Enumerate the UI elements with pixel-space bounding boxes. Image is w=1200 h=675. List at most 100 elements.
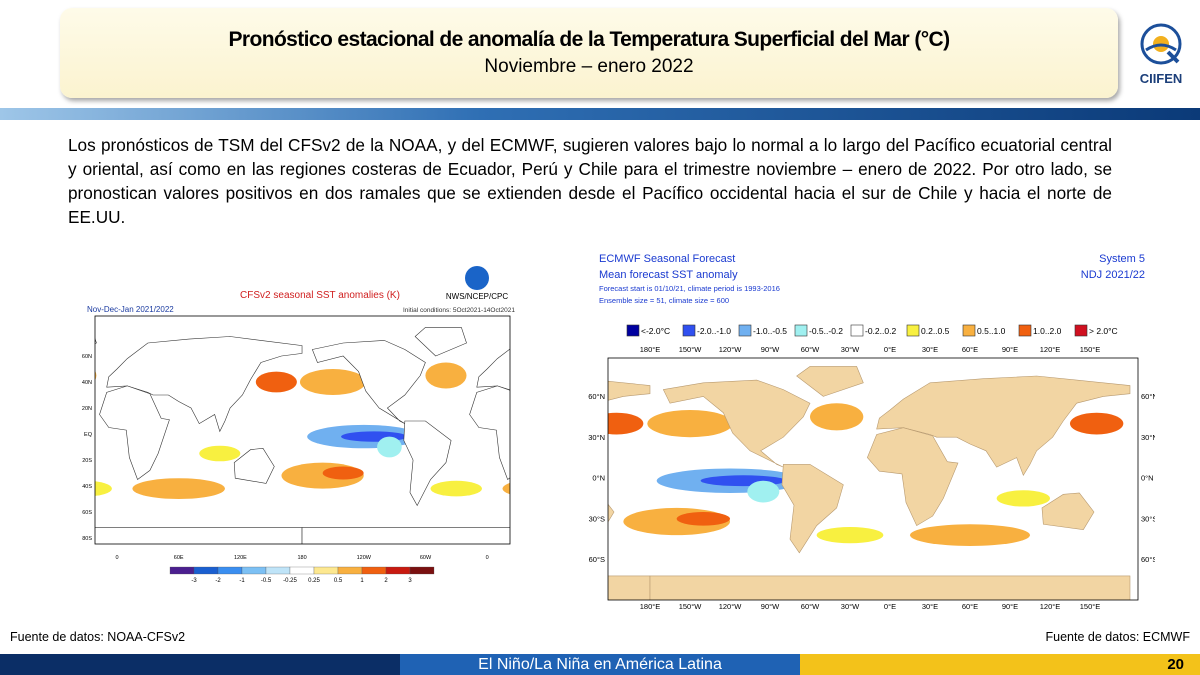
- legend-label: <-2.0°C: [641, 326, 670, 336]
- land: [95, 527, 303, 544]
- map-agency: NWS/NCEP/CPC: [446, 292, 508, 301]
- lon-label: 120°E: [1040, 345, 1061, 354]
- lon-label: 150°E: [1080, 345, 1101, 354]
- land: [301, 527, 510, 544]
- anomaly-area: [1069, 412, 1124, 435]
- ecmwf-map: ECMWF Seasonal Forecast Mean forecast SS…: [588, 253, 1155, 611]
- anomaly-area: [95, 481, 112, 496]
- lon-label: 60°E: [962, 345, 978, 354]
- lon-label: 180: [298, 555, 307, 561]
- legend-swatch: [794, 324, 808, 337]
- anomaly-area: [322, 466, 364, 480]
- subtitle: Noviembre – enero 2022: [484, 56, 694, 77]
- land: [662, 379, 811, 468]
- map-forecast-start: Forecast start is 01/10/21, climate peri…: [599, 284, 780, 293]
- legend-label: -0.5..-0.2: [809, 326, 843, 336]
- lat-label: 40S: [82, 484, 92, 490]
- land: [476, 348, 510, 391]
- lat-label: 60S: [82, 510, 92, 516]
- anomaly-area: [299, 369, 366, 395]
- land: [608, 503, 615, 523]
- lat-label: 40N: [82, 380, 92, 386]
- lon-label: 60W: [420, 555, 432, 561]
- lon-label: 180°E: [640, 602, 661, 611]
- legend-swatch: [850, 324, 864, 337]
- legend-label: > 2.0°C: [1089, 326, 1118, 336]
- lat-label: 0°N: [592, 474, 605, 483]
- lon-label: 0°E: [884, 602, 896, 611]
- lon-label: 30°E: [922, 345, 938, 354]
- lat-label: 20S: [82, 458, 92, 464]
- legend-swatch: [962, 324, 976, 337]
- lat-label: 80S: [82, 536, 92, 542]
- colorbar-label: 2: [384, 578, 388, 584]
- anomaly-area: [996, 490, 1050, 507]
- map-plot: [608, 366, 1131, 600]
- lon-label: 120°W: [719, 345, 743, 354]
- colorbar-swatch: [409, 566, 435, 575]
- anomaly-area: [377, 436, 402, 458]
- lon-label: 30°E: [922, 602, 938, 611]
- page-number: 20: [800, 654, 1200, 675]
- land: [608, 575, 651, 600]
- colorbar-label: -0.5: [261, 578, 272, 584]
- anomaly-area: [647, 410, 733, 438]
- map-frame: [94, 315, 511, 545]
- anomaly-area: [809, 403, 864, 431]
- legend-label: 0.5..1.0: [977, 326, 1006, 336]
- logo: CIIFEN: [1140, 23, 1182, 86]
- source-left: Fuente de datos: NOAA-CFSv2: [10, 630, 186, 644]
- anomaly-area: [608, 412, 644, 435]
- lon-label: 120E: [234, 555, 247, 561]
- map-ensemble: Ensemble size = 51, climate size = 600: [599, 296, 729, 305]
- land: [311, 340, 426, 424]
- lat-label: EQ: [84, 432, 93, 438]
- header-band: [0, 108, 1200, 120]
- lon-label: 30°W: [841, 345, 860, 354]
- land: [403, 420, 452, 507]
- colorbar-label: 0.25: [308, 578, 320, 584]
- colorbar-swatch: [289, 566, 315, 575]
- lon-label: 90°W: [761, 345, 780, 354]
- anomaly-area: [816, 526, 884, 544]
- lat-label: 20N: [82, 406, 92, 412]
- anomaly-area: [255, 371, 297, 393]
- land: [608, 380, 651, 401]
- lon-label: 60E: [174, 555, 184, 561]
- lon-label: 150°W: [679, 345, 703, 354]
- lon-label: 90°E: [1002, 345, 1018, 354]
- colorbar-swatch: [217, 566, 243, 575]
- map-title: CFSv2 seasonal SST anomalies (K): [240, 290, 400, 301]
- land: [469, 385, 510, 480]
- lon-label: 120°W: [719, 602, 743, 611]
- land: [99, 385, 170, 480]
- map-season: NDJ 2021/22: [1081, 269, 1145, 281]
- footer-left: [0, 654, 400, 675]
- land: [866, 427, 959, 527]
- land: [106, 336, 303, 433]
- lon-label: 120°E: [1040, 602, 1061, 611]
- colorbar-label: -3: [191, 578, 197, 584]
- anomaly-area: [676, 512, 730, 526]
- land: [1041, 492, 1095, 531]
- lon-label: 60°E: [962, 602, 978, 611]
- colorbar-swatch: [241, 566, 267, 575]
- colorbar-swatch: [193, 566, 219, 575]
- colorbar-swatch: [385, 566, 411, 575]
- legend-swatch: [906, 324, 920, 337]
- land: [781, 464, 844, 554]
- map-system: System 5: [1099, 253, 1145, 265]
- lat-label: 30°N: [588, 433, 605, 442]
- anomaly-area: [909, 524, 1030, 546]
- colorbar-swatch: [265, 566, 291, 575]
- land: [233, 447, 275, 484]
- lat-label: 60N: [82, 354, 92, 360]
- title: Pronóstico estacional de anomalía de la …: [228, 28, 951, 51]
- map-title: ECMWF Seasonal Forecast: [599, 253, 735, 265]
- logo-handle: [1166, 50, 1180, 64]
- land: [876, 375, 1131, 476]
- land: [414, 327, 467, 357]
- colorbar-label: 1: [360, 578, 364, 584]
- lon-label: 60°W: [801, 602, 820, 611]
- lat-label: 60°S: [1141, 555, 1155, 564]
